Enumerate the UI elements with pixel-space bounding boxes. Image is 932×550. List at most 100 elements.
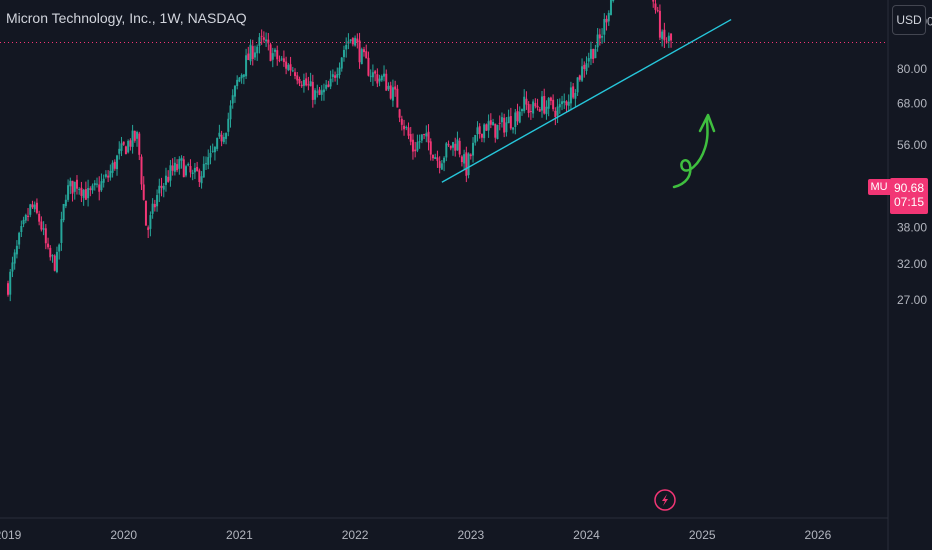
y-tick-label: 27.00 [897, 293, 927, 307]
candle-body [238, 77, 241, 82]
candle-body [663, 29, 666, 41]
candle-body [127, 141, 130, 153]
candle-body [394, 86, 397, 90]
candle-body [296, 75, 299, 81]
candle-body [156, 195, 159, 207]
candle-body [231, 95, 234, 104]
candle-body [196, 166, 199, 171]
candle-body [220, 134, 223, 142]
candle-body [411, 139, 414, 152]
candle-body [78, 188, 81, 190]
candle-body [60, 219, 63, 243]
candle-body [485, 124, 488, 131]
candle-body [42, 228, 45, 230]
candle-body [120, 143, 123, 151]
candle-body [474, 134, 477, 143]
candle-body [405, 127, 408, 129]
candle-body [100, 181, 103, 191]
candle-body [93, 183, 96, 186]
candle-body [311, 81, 314, 100]
support-trendline[interactable] [441, 18, 732, 183]
candle-body [245, 55, 248, 77]
candle-body [456, 139, 459, 151]
candle-body [256, 46, 259, 54]
symbol-tag: MU [868, 179, 890, 195]
candle-body [69, 180, 72, 187]
candle-body [487, 121, 490, 131]
candlestick-series [7, 0, 673, 302]
candle-body [514, 112, 517, 127]
candle-body [322, 89, 325, 93]
candle-body [18, 232, 21, 245]
candle-body [520, 109, 523, 112]
candle-body [274, 49, 276, 52]
candle-body [365, 51, 368, 59]
candle-body [431, 154, 434, 159]
candle-body [489, 120, 492, 125]
candle-body [271, 53, 274, 60]
candle-body [476, 127, 479, 135]
candle-body [31, 204, 34, 208]
candle-body [436, 157, 439, 161]
bar-countdown: 07:15 [893, 195, 925, 209]
candle-body [202, 163, 205, 178]
candle-body [400, 118, 403, 125]
candle-body [503, 117, 506, 133]
candle-body [29, 204, 32, 215]
price-tag: 90.68 07:15 [890, 178, 928, 214]
candle-body [418, 141, 421, 143]
candle-body [294, 72, 297, 76]
x-tick-label: 2026 [805, 528, 832, 542]
candle-body [578, 75, 581, 80]
currency-button[interactable]: USD [892, 5, 926, 35]
upward-arrow-annotation[interactable] [672, 113, 716, 189]
candle-body [463, 154, 466, 164]
candle-body [589, 49, 592, 59]
candle-body [64, 199, 67, 207]
candle-body [391, 87, 394, 101]
candle-body [276, 50, 279, 60]
candle-body [22, 219, 25, 225]
candle-body [565, 101, 568, 106]
candle-body [267, 39, 270, 44]
candle-body [122, 141, 125, 145]
candle-body [11, 262, 14, 272]
candle-body [58, 244, 61, 252]
candle-body [107, 175, 110, 178]
candle-body [478, 126, 481, 134]
candle-body [652, 0, 655, 2]
y-tick-label: 38.00 [897, 220, 927, 234]
x-tick-label: 2020 [110, 528, 137, 542]
candle-body [398, 109, 401, 118]
candle-body [534, 103, 537, 107]
candle-body [240, 75, 243, 79]
candle-body [467, 153, 470, 176]
lightning-icon[interactable] [654, 489, 676, 511]
x-tick-label: 2019 [0, 528, 22, 542]
candle-body [596, 34, 599, 48]
candle-body [198, 170, 201, 183]
y-tick-label: 56.00 [897, 138, 927, 152]
candle-body [338, 67, 341, 75]
candle-body [124, 146, 127, 155]
candle-body [670, 33, 673, 41]
candle-body [173, 162, 176, 172]
candle-body [547, 98, 550, 109]
candle-body [229, 105, 232, 120]
candle-body [665, 41, 668, 43]
candle-body [262, 37, 265, 40]
candle-body [420, 134, 423, 141]
candle-body [53, 255, 56, 271]
candle-body [144, 200, 147, 226]
candle-body [247, 53, 250, 60]
candle-body [427, 131, 430, 143]
candle-body [185, 166, 187, 176]
candle-body [325, 84, 328, 89]
candle-body [516, 111, 519, 122]
candle-body [176, 164, 179, 171]
candle-body [109, 170, 112, 178]
candle-body [449, 145, 452, 149]
candle-body [211, 150, 214, 152]
candle-body [7, 283, 9, 295]
